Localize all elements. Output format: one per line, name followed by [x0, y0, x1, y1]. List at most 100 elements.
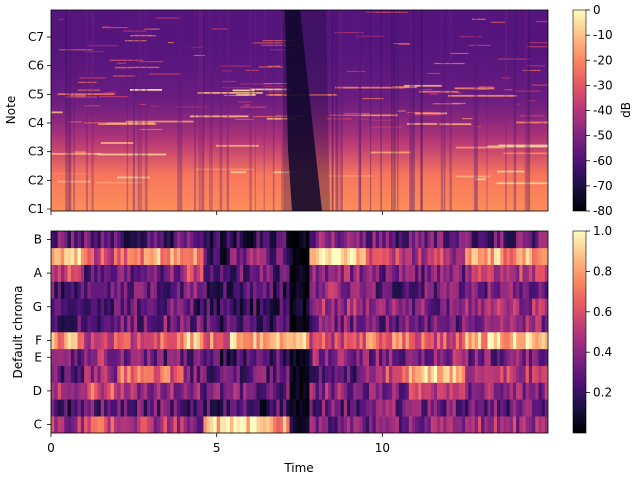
chroma-cell [458, 231, 463, 249]
chroma-cell [477, 382, 482, 400]
chroma-cell [433, 332, 438, 350]
chroma-cell [113, 247, 118, 265]
chroma-cell [446, 332, 450, 350]
chroma-cell [462, 231, 466, 249]
chroma-cell [160, 332, 165, 350]
chroma-cell [203, 365, 208, 383]
chroma-cell [493, 298, 498, 316]
chroma-cell [213, 332, 218, 350]
chroma-cell [375, 382, 380, 400]
chroma-cell [249, 348, 254, 366]
chroma-cell [465, 247, 469, 265]
chroma-cell [350, 416, 354, 433]
chroma-cell [487, 315, 492, 333]
chroma-cell [200, 332, 204, 350]
chroma-cell [74, 247, 78, 265]
chroma-cell [196, 348, 201, 366]
chroma-cell [153, 298, 158, 316]
chroma-cell [372, 298, 377, 316]
chroma-cell [440, 264, 444, 282]
chroma-cell [430, 348, 435, 366]
chroma-cell [516, 348, 520, 366]
chroma-cell [490, 348, 495, 366]
chroma-cell [163, 264, 168, 282]
chroma-cell [318, 382, 323, 400]
y-tick-label: C7 [28, 30, 44, 44]
chroma-cell [544, 399, 548, 417]
chroma-cell [379, 231, 383, 249]
chroma-cell [239, 382, 244, 400]
chroma-cell [223, 332, 227, 350]
chroma-cell [512, 231, 517, 249]
chroma-cell [64, 281, 68, 299]
chroma-cell [405, 264, 410, 282]
chroma-cell [382, 332, 387, 350]
chroma-cell [246, 247, 251, 265]
chroma-cell [337, 264, 342, 282]
chroma-cell [286, 348, 290, 366]
chroma-cell [430, 365, 435, 383]
chroma-cell [402, 365, 406, 383]
chroma-cell [497, 365, 501, 383]
chroma-cell [421, 247, 425, 265]
chroma-cell [437, 298, 441, 316]
chroma-cell [166, 264, 171, 282]
chroma-cell [372, 416, 377, 433]
chroma-cell [219, 231, 224, 249]
chroma-cell [219, 399, 224, 417]
chroma-cell [87, 399, 92, 417]
chroma-cell [302, 315, 307, 333]
chroma-cell [421, 281, 425, 299]
chroma-cell [190, 298, 194, 316]
chroma-cell [219, 365, 224, 383]
chroma-cell [176, 247, 181, 265]
chroma-cell [140, 247, 145, 265]
chroma-cell [309, 264, 313, 282]
chroma-cell [516, 365, 520, 383]
chroma-cell [256, 281, 261, 299]
harmonic-band [230, 171, 246, 174]
chroma-cell [477, 264, 482, 282]
chroma-cell [398, 264, 403, 282]
chroma-cell [487, 264, 492, 282]
onset-streak [200, 10, 203, 211]
chroma-cell [468, 247, 472, 265]
chroma-cell [64, 298, 68, 316]
harmonic-partial [527, 100, 536, 102]
chroma-cell [343, 416, 348, 433]
chroma-cell [532, 399, 536, 417]
chroma-cell [239, 332, 244, 350]
onset-streak [391, 10, 393, 211]
chroma-cell [143, 382, 148, 400]
chroma-cell [130, 399, 135, 417]
chroma-cell [449, 247, 454, 265]
chroma-cell [123, 332, 128, 350]
chroma-cell [80, 298, 85, 316]
chroma-cell [519, 382, 523, 400]
y-tick-label: C2 [28, 173, 44, 187]
chroma-cell [365, 348, 370, 366]
chroma-cell [123, 231, 128, 249]
chroma-cell [166, 298, 171, 316]
chroma-cell [516, 247, 520, 265]
chroma-cell [100, 281, 105, 299]
chroma-cell [163, 365, 168, 383]
chroma-cell [57, 416, 62, 433]
chroma-cell [302, 348, 307, 366]
chroma-cell [375, 332, 380, 350]
chroma-cell [484, 298, 488, 316]
chroma-cell [446, 247, 450, 265]
harmonic-partial [429, 93, 438, 95]
chroma-cell [362, 247, 367, 265]
chroma-cell [206, 365, 211, 383]
chroma-cell [206, 399, 211, 417]
chroma-cell [246, 365, 251, 383]
chroma-cell [54, 264, 59, 282]
chromagram-frame [50, 230, 549, 434]
chroma-cell [74, 315, 78, 333]
chroma-cell [382, 416, 387, 433]
chroma-cell [180, 416, 184, 433]
chroma-cell [296, 247, 300, 265]
chroma-cell [455, 264, 460, 282]
